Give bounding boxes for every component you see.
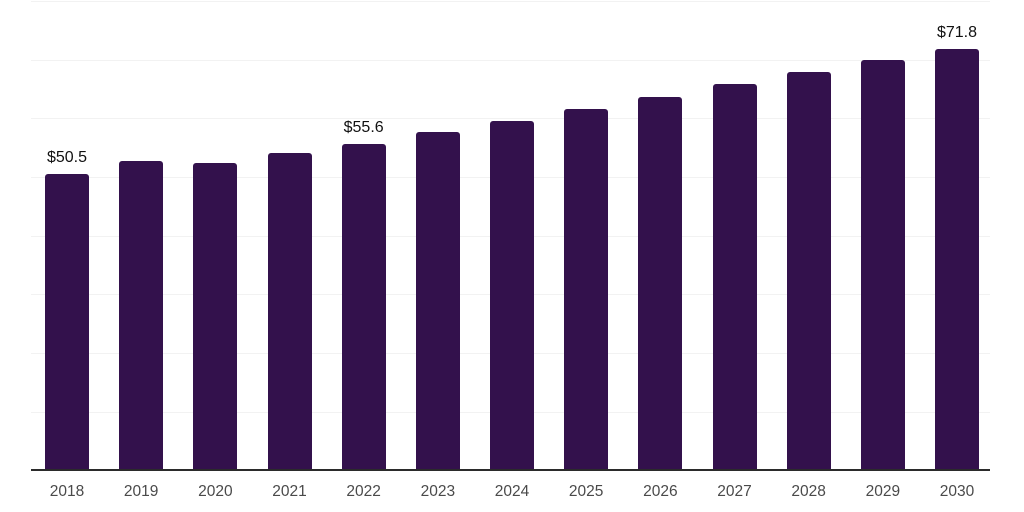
x-tick-label-2020: 2020 <box>198 483 233 500</box>
bar-2024[interactable] <box>490 121 534 470</box>
x-tick-label-2023: 2023 <box>420 483 456 500</box>
bar-2026[interactable] <box>638 96 683 470</box>
x-tick-label-2028: 2028 <box>791 483 826 500</box>
plot-area: $50.5 $55.6 $71.8 <box>31 0 990 471</box>
bar-2019[interactable] <box>119 160 164 470</box>
value-label-2022: $55.6 <box>343 118 384 136</box>
x-tick-label-2019: 2019 <box>123 483 159 500</box>
x-tick-label-2026: 2026 <box>643 483 678 500</box>
x-tick-label-2025: 2025 <box>568 483 604 500</box>
gridline-80 <box>31 1 990 2</box>
bar-2028[interactable] <box>786 71 831 470</box>
bar-2023[interactable] <box>415 131 460 470</box>
bar-2022[interactable] <box>341 143 386 470</box>
gridline-70 <box>31 59 990 61</box>
x-tick-label-2027: 2027 <box>717 483 752 500</box>
x-tick-label-2029: 2029 <box>865 483 901 500</box>
bar-2029[interactable] <box>860 60 905 470</box>
value-label-2018: $50.5 <box>46 148 88 166</box>
x-tick-label-2021: 2021 <box>272 483 307 500</box>
x-axis-line <box>31 469 990 471</box>
bar-2020[interactable] <box>193 163 238 470</box>
bar-2025[interactable] <box>564 108 609 470</box>
bar-2018[interactable] <box>45 173 89 470</box>
bar-2027[interactable] <box>712 84 757 470</box>
x-tick-label-2030: 2030 <box>939 483 975 500</box>
value-label-2030: $71.8 <box>936 23 978 41</box>
bar-2030[interactable] <box>935 48 979 470</box>
bar-2021[interactable] <box>267 152 312 470</box>
x-tick-label-2022: 2022 <box>346 483 381 500</box>
x-tick-label-2018: 2018 <box>49 483 85 500</box>
x-tick-label-2024: 2024 <box>494 483 530 500</box>
gridline-60 <box>31 118 990 120</box>
